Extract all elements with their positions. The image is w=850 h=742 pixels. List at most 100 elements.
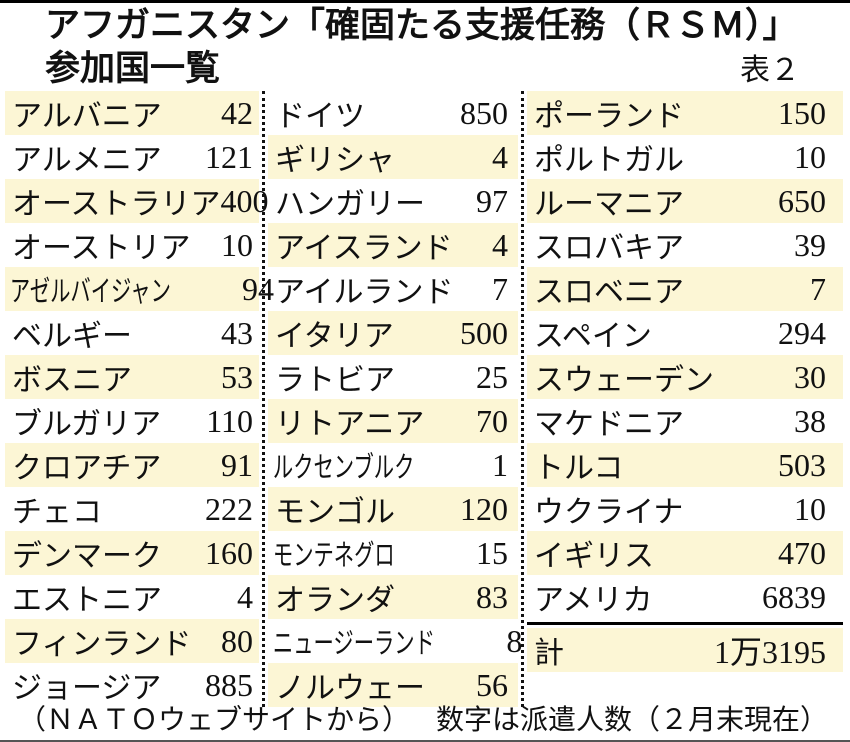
table-column-1: アルバニア 42 アルメニア 121 オーストラリア 400 オーストリア 10 アゼルバイジャ… (5, 91, 274, 707)
country-name: ギリシャ (275, 144, 395, 177)
country-name: ジョージア (12, 672, 162, 705)
table-row: トルコ 503 (527, 443, 843, 487)
page-title-line2: 参加国一覧 (45, 49, 221, 88)
table-row: ベルギー 43 (5, 311, 259, 355)
header: アフガニスタン「確固たる支援任務（ＲＳＭ）」 参加国一覧 表２ (0, 5, 850, 89)
personnel-count: 885 (205, 666, 253, 703)
country-name: アイスランド (275, 232, 453, 265)
personnel-count: 70 (476, 402, 508, 439)
country-name: オーストリア (12, 232, 191, 265)
table-row: スロバキア 39 (527, 223, 843, 267)
country-name: クロアチア (12, 452, 162, 485)
table-number-label: 表２ (740, 54, 800, 87)
table-row: スロベニア 7 (527, 267, 843, 311)
table-row: ルクセンブルク 1 (268, 443, 518, 487)
personnel-count: 94 (241, 270, 274, 307)
country-name: ポーランド (534, 100, 684, 133)
dotted-column-divider (521, 91, 524, 707)
personnel-count: 160 (205, 534, 253, 571)
personnel-count: 1 (492, 446, 508, 483)
footnote: （ＮＡＴＯウェブサイトから） 数字は派遣人数（２月末現在） (18, 702, 840, 738)
table-row: オーストラリア 400 (5, 179, 269, 223)
country-name: ブルガリア (12, 408, 162, 441)
total-divider-rule (527, 622, 843, 625)
table-row: チェコ 222 (5, 487, 259, 531)
table-row: アルバニア 42 (5, 91, 259, 135)
personnel-count: 500 (460, 314, 508, 351)
country-name: マケドニア (534, 408, 684, 441)
table-row: イタリア 500 (268, 311, 518, 355)
country-name: イギリス (534, 540, 654, 573)
table-column-2: ドイツ 850 ギリシャ 4 ハンガリー 97 アイスランド 4 アイルランド 7 イタリア 500 ラ… (268, 91, 523, 707)
title-row: 参加国一覧 表２ (0, 47, 850, 89)
table-row: オランダ 83 (268, 575, 518, 619)
personnel-count: 850 (460, 94, 508, 131)
country-name: トルコ (534, 452, 624, 485)
table-row: アメリカ 6839 (527, 575, 843, 619)
page-title-line1: アフガニスタン「確固たる支援任務（ＲＳＭ）」 (45, 6, 798, 45)
table-row: アイスランド 4 (268, 223, 518, 267)
total-row: 計 1万3195 (527, 628, 843, 672)
table-row: ニュージーランド 8 (268, 619, 523, 663)
table-row: スウェーデン 30 (527, 355, 843, 399)
personnel-count: 4 (237, 578, 253, 615)
country-name: エストニア (12, 584, 162, 617)
personnel-count: 39 (794, 226, 826, 263)
table-row: ノルウェー 56 (268, 663, 518, 707)
country-name: ポルトガル (534, 144, 684, 177)
table-row: エストニア 4 (5, 575, 259, 619)
personnel-count: 222 (205, 490, 253, 527)
personnel-count: 43 (221, 314, 253, 351)
country-name: スウェーデン (534, 364, 714, 397)
personnel-count: 15 (476, 534, 508, 571)
country-name: スペイン (534, 320, 652, 353)
country-name: スロバキア (534, 232, 684, 265)
table-row: ルーマニア 650 (527, 179, 843, 223)
country-name: ニュージーランド (272, 628, 435, 660)
column-rows: アルバニア 42 アルメニア 121 オーストラリア 400 オーストリア 10 アゼルバイジャ… (5, 91, 274, 707)
personnel-count: 91 (221, 446, 253, 483)
personnel-count: 150 (778, 94, 826, 131)
table-row: クロアチア 91 (5, 443, 259, 487)
personnel-count: 10 (794, 490, 826, 527)
personnel-count: 8 (506, 622, 523, 659)
table-row: デンマーク 160 (5, 531, 259, 575)
country-name: デンマーク (12, 540, 162, 573)
personnel-count: 110 (206, 402, 253, 439)
personnel-count: 10 (794, 138, 826, 175)
total-value: 1万3195 (713, 634, 826, 670)
table-row: ハンガリー 97 (268, 179, 518, 223)
table-row: アルメニア 121 (5, 135, 259, 179)
table-row: フィンランド 80 (5, 619, 259, 663)
personnel-count: 7 (492, 270, 508, 307)
country-name: ルーマニア (534, 188, 684, 221)
country-name: フィンランド (12, 628, 192, 661)
table-row: ウクライナ 10 (527, 487, 843, 531)
table-row: マケドニア 38 (527, 399, 843, 443)
country-name: オランダ (275, 584, 395, 617)
personnel-count: 4 (492, 138, 508, 175)
country-name: オーストラリア (12, 188, 221, 221)
personnel-count: 470 (778, 534, 826, 571)
personnel-count: 80 (221, 622, 253, 659)
country-name: リトアニア (275, 408, 425, 441)
country-name: アメリカ (534, 584, 653, 617)
table-row: オーストリア 10 (5, 223, 259, 267)
country-name: ルクセンブルク (272, 452, 415, 484)
country-name: ボスニア (12, 364, 132, 397)
personnel-count: 120 (460, 490, 508, 527)
table-row: ポーランド 150 (527, 91, 843, 135)
country-name: ノルウェー (275, 672, 425, 705)
table-row: スペイン 294 (527, 311, 843, 355)
table-column-3: ポーランド 150 ポルトガル 10 ルーマニア 650 スロバキア 39 スロベニア 7 スペイン… (527, 91, 843, 707)
personnel-count: 83 (476, 578, 508, 615)
personnel-count: 294 (778, 314, 826, 351)
country-name: ハンガリー (275, 188, 425, 221)
country-name: イタリア (275, 320, 394, 353)
column-rows: ドイツ 850 ギリシャ 4 ハンガリー 97 アイスランド 4 アイルランド 7 イタリア 500 ラ… (268, 91, 523, 707)
personnel-count: 10 (221, 226, 253, 263)
table-row: アゼルバイジャン 94 (5, 267, 274, 311)
unit-note: 数字は派遣人数（２月末現在） (436, 704, 829, 735)
personnel-count: 400 (220, 182, 269, 219)
